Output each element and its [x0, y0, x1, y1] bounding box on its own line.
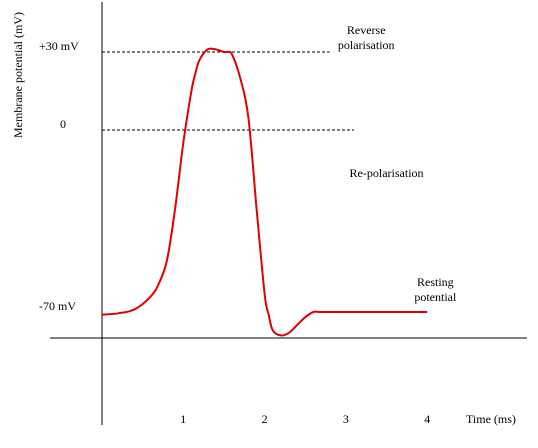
annotation-1: Re-polarisation: [350, 166, 424, 180]
axes: [50, 2, 527, 425]
annotation-2: Resting potential: [414, 275, 457, 304]
y-tick-label: +30 mV: [39, 39, 79, 53]
x-tick-label: 1: [180, 412, 186, 426]
x-tick-label: 2: [262, 412, 268, 426]
x-tick-labels: 1 2 3 4: [180, 412, 430, 426]
x-tick-label: 4: [424, 412, 430, 426]
annotations: Reverse polarisation Re-polarisation Restin…: [338, 23, 457, 304]
y-axis-label: Membrane potential (mV): [11, 12, 25, 138]
x-tick-label: 3: [343, 412, 349, 426]
x-axis-label: Time (ms): [466, 412, 516, 426]
series-line-0: [101, 47, 428, 337]
annotation-0: Reverse polarisation: [338, 23, 395, 52]
y-tick-label: 0: [60, 117, 66, 131]
y-tick-label: -70 mV: [39, 299, 76, 313]
reference-lines: [102, 51, 355, 131]
series-layer: [101, 47, 428, 337]
y-tick-labels: +30 mV 0 -70 mV: [39, 39, 79, 313]
